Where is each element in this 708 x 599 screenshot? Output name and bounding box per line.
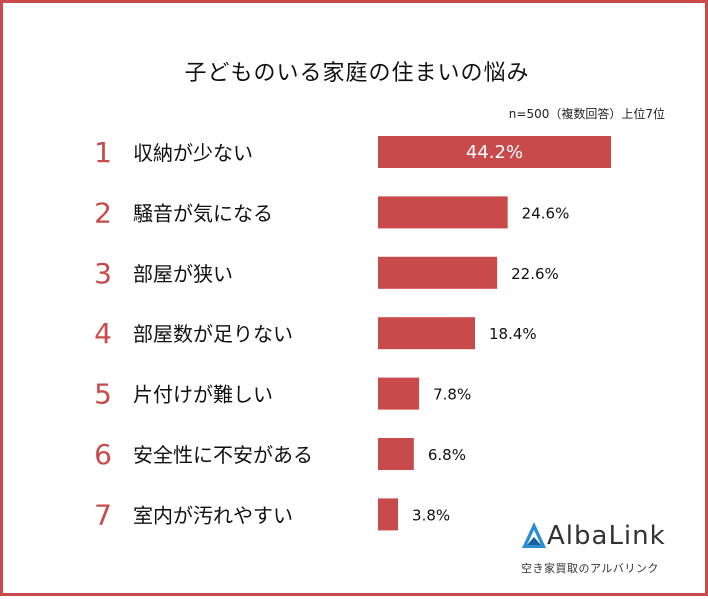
bar xyxy=(378,438,414,470)
rank-label: 5 xyxy=(94,378,112,411)
rank-label: 1 xyxy=(94,136,112,169)
logo-subtitle: 空き家買取のアルバリンク xyxy=(521,562,659,575)
category-label: 片付けが難しい xyxy=(133,383,273,407)
value-label: 3.8% xyxy=(412,506,450,524)
bar xyxy=(378,256,498,289)
bar xyxy=(378,196,508,229)
category-label: 部屋数が足りない xyxy=(133,322,293,346)
category-label: 騒音が気になる xyxy=(133,201,273,225)
category-label: 室内が汚れやすい xyxy=(133,503,293,527)
value-label: 24.6% xyxy=(522,204,570,222)
category-label: 部屋が狭い xyxy=(133,262,233,286)
category-label: 安全性に不安がある xyxy=(133,443,313,467)
value-label: 7.8% xyxy=(433,386,471,404)
value-label: 44.2% xyxy=(466,142,523,163)
value-label: 22.6% xyxy=(511,265,559,283)
rank-label: 7 xyxy=(94,498,112,531)
bar xyxy=(378,136,611,168)
sample-note: n=500（複数回答）上位7位 xyxy=(508,107,665,121)
bar xyxy=(378,317,475,350)
value-label: 18.4% xyxy=(489,325,537,343)
value-label: 6.8% xyxy=(428,446,466,464)
albalink-logo-icon xyxy=(522,522,546,548)
category-label: 収納が少ない xyxy=(133,141,253,165)
logo-name: AlbaLink xyxy=(547,521,666,551)
chart-title: 子どものいる家庭の住まいの悩み xyxy=(184,61,530,86)
bar xyxy=(378,498,399,531)
bar xyxy=(378,377,420,410)
rank-label: 4 xyxy=(94,317,112,350)
rank-label: 2 xyxy=(94,196,112,229)
bar-chart: 1 収納が少ない 44.2% 2 騒音が気になる 24.6% 3 部屋が狭い 22.6% 4 部屋数… xyxy=(94,136,611,531)
rank-label: 3 xyxy=(94,257,112,290)
rank-label: 6 xyxy=(94,438,112,471)
